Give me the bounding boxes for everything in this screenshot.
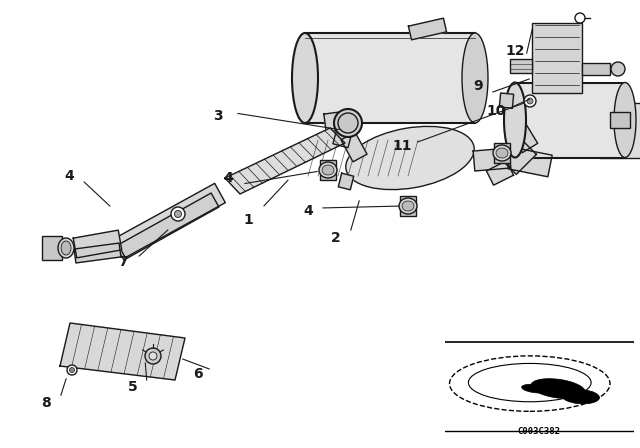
Bar: [600, 103, 640, 158]
Ellipse shape: [319, 162, 337, 178]
Ellipse shape: [522, 384, 549, 393]
Polygon shape: [486, 161, 513, 185]
Ellipse shape: [334, 109, 362, 137]
Polygon shape: [508, 147, 552, 177]
Text: 2: 2: [331, 231, 341, 245]
Ellipse shape: [496, 148, 508, 158]
Ellipse shape: [58, 238, 74, 258]
Bar: [42, 236, 62, 260]
Ellipse shape: [575, 13, 585, 23]
Ellipse shape: [175, 211, 182, 217]
Text: 7: 7: [118, 255, 128, 269]
Bar: [494, 143, 510, 163]
Polygon shape: [408, 18, 447, 40]
Ellipse shape: [493, 145, 511, 161]
Ellipse shape: [527, 98, 533, 104]
Bar: [400, 196, 416, 216]
Polygon shape: [116, 193, 219, 260]
Bar: [515, 82, 625, 158]
Text: 6: 6: [193, 367, 203, 381]
Text: 3: 3: [213, 109, 223, 123]
Bar: [305, 33, 475, 123]
Bar: [582, 63, 610, 75]
Bar: [510, 59, 532, 73]
Text: 8: 8: [41, 396, 51, 410]
Bar: [320, 160, 336, 180]
Polygon shape: [115, 183, 225, 258]
Ellipse shape: [524, 95, 536, 107]
Ellipse shape: [171, 207, 185, 221]
Polygon shape: [506, 115, 538, 153]
Polygon shape: [74, 243, 121, 263]
Text: 4: 4: [64, 169, 74, 183]
Polygon shape: [504, 142, 536, 174]
Text: 4: 4: [223, 171, 233, 185]
Ellipse shape: [611, 62, 625, 76]
Polygon shape: [73, 230, 122, 258]
Ellipse shape: [67, 365, 77, 375]
Polygon shape: [473, 148, 511, 171]
Text: 11: 11: [392, 139, 412, 153]
Ellipse shape: [70, 367, 74, 372]
Ellipse shape: [399, 198, 417, 214]
Ellipse shape: [531, 379, 586, 399]
Polygon shape: [60, 323, 185, 380]
Ellipse shape: [462, 33, 488, 123]
Text: 1: 1: [243, 213, 253, 227]
Ellipse shape: [614, 82, 636, 158]
Ellipse shape: [292, 33, 318, 123]
Ellipse shape: [402, 201, 414, 211]
Text: C003C382: C003C382: [518, 427, 561, 436]
Ellipse shape: [322, 165, 334, 175]
Ellipse shape: [61, 241, 71, 255]
Polygon shape: [341, 132, 367, 162]
Polygon shape: [333, 128, 352, 148]
Text: 10: 10: [486, 104, 506, 118]
Ellipse shape: [145, 348, 161, 364]
Bar: [532, 23, 582, 93]
Text: 5: 5: [128, 380, 138, 394]
Ellipse shape: [346, 126, 474, 190]
Ellipse shape: [504, 82, 526, 158]
Polygon shape: [225, 128, 345, 194]
Text: 12: 12: [505, 44, 525, 58]
Bar: [610, 112, 630, 128]
Ellipse shape: [338, 113, 358, 133]
Polygon shape: [339, 173, 354, 190]
Text: 9: 9: [473, 79, 483, 93]
Ellipse shape: [149, 352, 157, 360]
Polygon shape: [499, 93, 514, 108]
Ellipse shape: [562, 390, 600, 404]
Polygon shape: [324, 111, 349, 132]
Text: 4: 4: [303, 204, 313, 218]
